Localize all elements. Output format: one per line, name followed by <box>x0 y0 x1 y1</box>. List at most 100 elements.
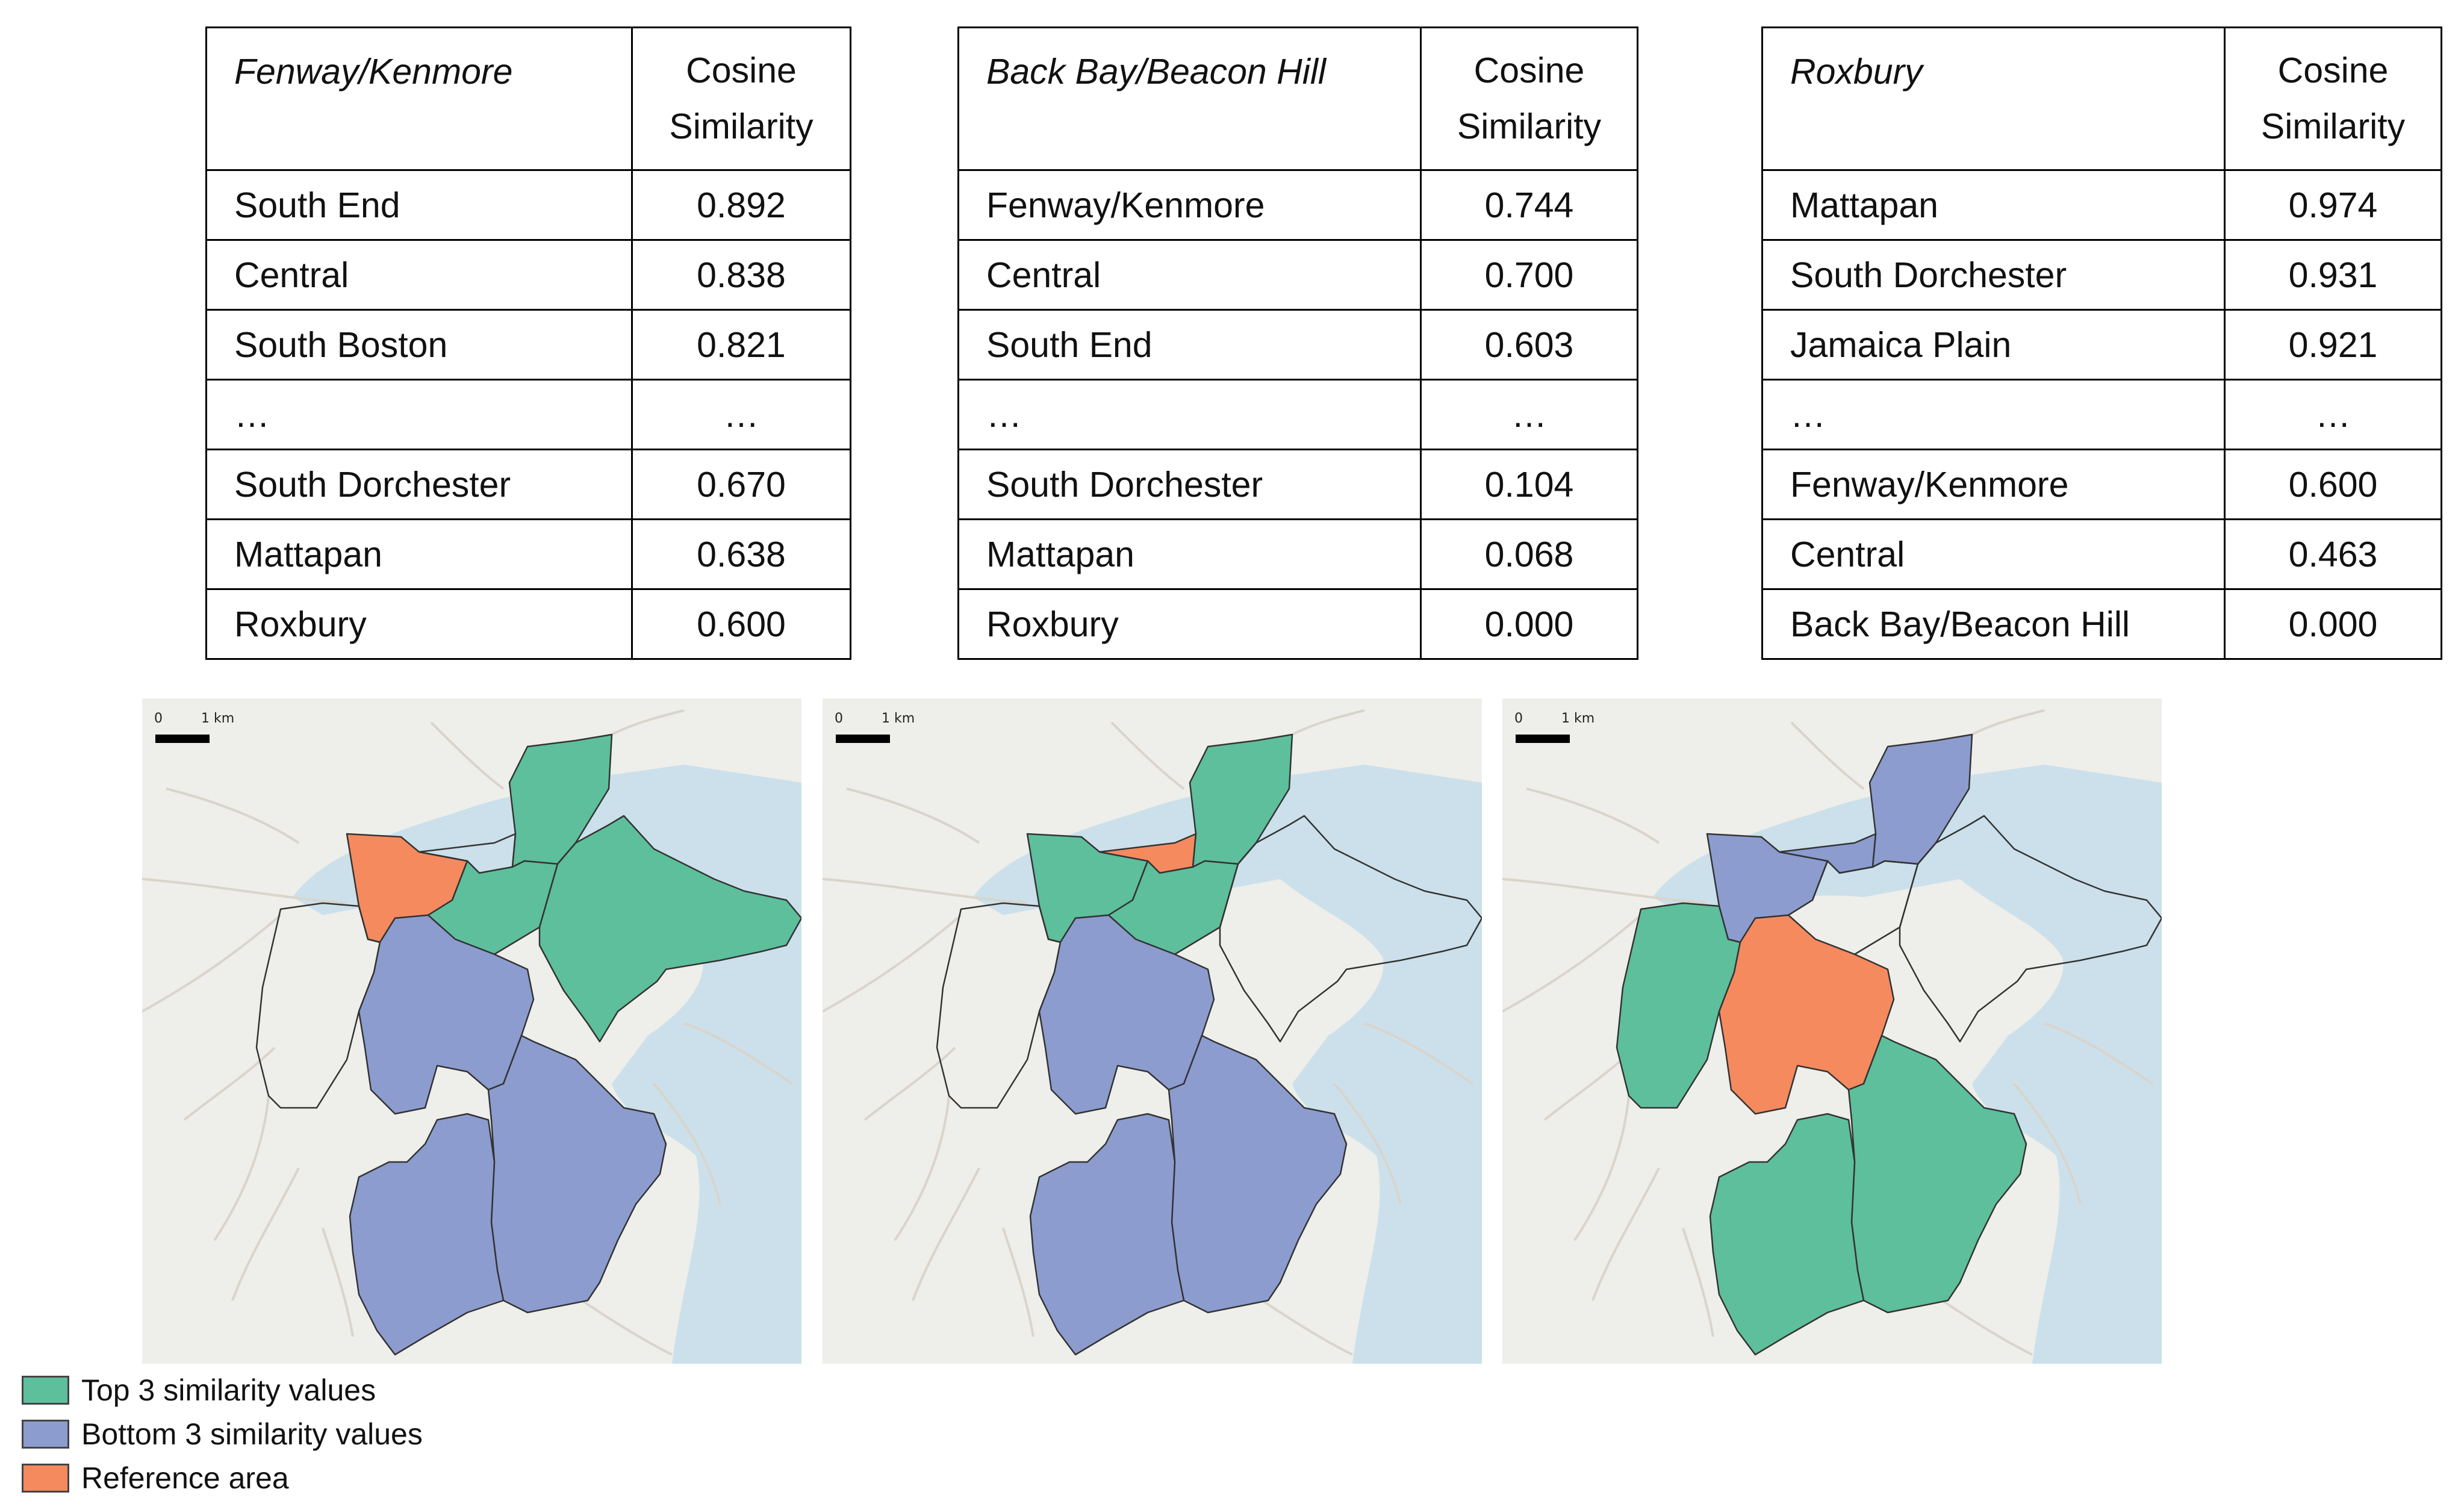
table-row: …… <box>1761 379 2442 450</box>
road-line <box>846 788 980 844</box>
similarity-value: 0.700 <box>1420 239 1638 311</box>
similarity-value: … <box>631 379 851 450</box>
scale-distance-label: 1 km <box>882 711 915 726</box>
legend-label-bottom3: Bottom 3 similarity values <box>81 1417 423 1451</box>
similarity-value: 0.670 <box>631 449 851 520</box>
area-name: South Dorchester <box>205 449 633 520</box>
similarity-table-back-bay-beacon-hill: Back Bay/Beacon Hill Cosine Similarity Fe… <box>957 26 1638 660</box>
table-row: Central 0.463 <box>1761 518 2442 590</box>
table-row: Central 0.700 <box>957 239 1638 311</box>
road-line <box>1002 1228 1034 1337</box>
area-name: Roxbury <box>205 588 633 660</box>
legend-label-reference: Reference area <box>81 1461 289 1495</box>
scale-bar: 0 1 km <box>1514 711 1594 743</box>
district-south-boston <box>538 815 801 1043</box>
harbor-water <box>1653 765 2162 1364</box>
road-line <box>142 914 282 1013</box>
road-line <box>653 1083 721 1205</box>
table-row: …… <box>205 379 851 450</box>
area-name: Central <box>957 239 1422 311</box>
area-name: Fenway/Kenmore <box>1761 449 2226 520</box>
similarity-value: 0.744 <box>1420 169 1638 241</box>
legend-item-bottom3: Bottom 3 similarity values <box>22 1412 423 1456</box>
table-row: South End 0.892 <box>205 169 851 241</box>
similarity-table-roxbury: Roxbury Cosine Similarity Mattapan 0.974 S… <box>1761 26 2442 660</box>
similarity-value: … <box>1420 379 1638 450</box>
similarity-value: 0.974 <box>2224 169 2442 241</box>
scale-zero-label: 0 <box>835 711 843 726</box>
map-svg: 0 1 km <box>1502 698 2162 1364</box>
district-south-boston <box>1899 815 2162 1043</box>
table-row: South Dorchester 0.670 <box>205 449 851 520</box>
similarity-value: 0.838 <box>631 239 851 311</box>
road-line <box>823 914 962 1013</box>
table-row: Jamaica Plain 0.921 <box>1761 309 2442 381</box>
area-name: Back Bay/Beacon Hill <box>1761 588 2226 660</box>
legend-label-top3: Top 3 similarity values <box>81 1373 376 1407</box>
legend-item-top3: Top 3 similarity values <box>22 1368 423 1412</box>
table-header-row: Back Bay/Beacon Hill Cosine Similarity <box>957 26 1638 171</box>
map-svg: 0 1 km <box>823 698 1482 1364</box>
road-line <box>1573 1095 1630 1241</box>
area-name: Roxbury <box>957 588 1422 660</box>
area-name: Fenway/Kenmore <box>957 169 1422 241</box>
scale-distance-label: 1 km <box>1561 711 1594 726</box>
scale-distance-label: 1 km <box>201 711 234 726</box>
area-name: South End <box>957 309 1422 381</box>
harbor-water <box>973 765 1482 1364</box>
road-line <box>2044 1022 2154 1085</box>
road-line <box>1526 788 1660 844</box>
district-mattapan <box>1709 1113 1865 1356</box>
reference-area-header: Roxbury <box>1761 26 2226 171</box>
table-row: South Dorchester 0.931 <box>1761 239 2442 311</box>
reference-area-header: Fenway/Kenmore <box>205 26 633 171</box>
road-line <box>430 721 505 790</box>
road-line <box>611 709 685 736</box>
area-name: … <box>957 379 1422 450</box>
cosine-similarity-header: Cosine Similarity <box>2224 26 2442 171</box>
table-row: Mattapan 0.638 <box>205 518 851 590</box>
area-name: South Dorchester <box>957 449 1422 520</box>
district-jamaica-plain <box>1616 902 1741 1109</box>
similarity-value: 0.603 <box>1420 309 1638 381</box>
similarity-value: 0.931 <box>2224 239 2442 311</box>
scale-bar-line <box>155 735 210 743</box>
cosine-similarity-header: Cosine Similarity <box>1420 26 1638 171</box>
area-name: South End <box>205 169 633 241</box>
district-mattapan <box>349 1113 505 1356</box>
table-row: Roxbury 0.600 <box>205 588 851 660</box>
district-jamaica-plain <box>255 902 381 1109</box>
legend-item-reference: Reference area <box>22 1456 423 1500</box>
road-line <box>166 788 300 844</box>
top3-swatch <box>22 1375 69 1405</box>
table-row: …… <box>957 379 1638 450</box>
similarity-value: 0.463 <box>2224 518 2442 590</box>
area-name: Jamaica Plain <box>1761 309 2226 381</box>
similarity-value: 0.000 <box>2224 588 2442 660</box>
road-line <box>1502 914 1642 1013</box>
similarity-value: 0.068 <box>1420 518 1638 590</box>
table-row: South Boston 0.821 <box>205 309 851 381</box>
district-mattapan <box>1029 1113 1185 1356</box>
similarity-value: 0.821 <box>631 309 851 381</box>
area-name: … <box>1761 379 2226 450</box>
table-header-row: Fenway/Kenmore Cosine Similarity <box>205 26 851 171</box>
area-name: Mattapan <box>957 518 1422 590</box>
road-line <box>823 878 1028 904</box>
road-line <box>1790 721 1865 790</box>
similarity-value: … <box>2224 379 2442 450</box>
table-row: Mattapan 0.068 <box>957 518 1638 590</box>
similarity-value: 0.600 <box>631 588 851 660</box>
scale-bar-line <box>836 735 890 743</box>
area-name: Mattapan <box>1761 169 2226 241</box>
table-header-row: Roxbury Cosine Similarity <box>1761 26 2442 171</box>
table-row: Mattapan 0.974 <box>1761 169 2442 241</box>
road-line <box>183 1046 276 1121</box>
table-row: Central 0.838 <box>205 239 851 311</box>
similarity-table-fenway-kenmore: Fenway/Kenmore Cosine Similarity South En… <box>205 26 851 660</box>
table-row: Roxbury 0.000 <box>957 588 1638 660</box>
road-line <box>863 1046 956 1121</box>
area-name: Central <box>205 239 633 311</box>
road-line <box>1333 1083 1402 1205</box>
map-legend: Top 3 similarity values Bottom 3 similar… <box>22 1368 423 1500</box>
